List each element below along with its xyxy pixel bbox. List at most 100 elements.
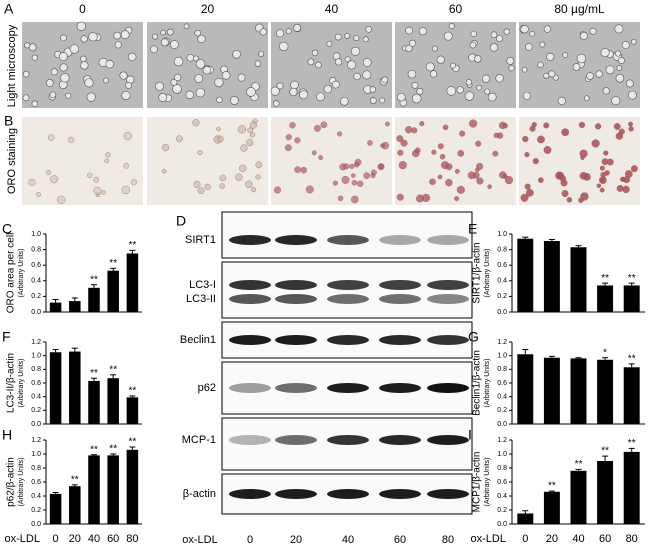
stained-cell	[400, 139, 408, 147]
y-axis-label: LC3-II/β-actin	[6, 353, 17, 413]
bar	[517, 513, 534, 524]
cell	[197, 34, 206, 44]
band	[229, 294, 271, 304]
cell	[436, 55, 445, 64]
y-tick-label: 0.8	[497, 246, 507, 253]
band	[275, 489, 317, 499]
y-tick-label: 0.4	[497, 493, 507, 500]
stained-cell	[343, 163, 350, 170]
stained-cell	[445, 178, 453, 187]
dose-label: 80	[442, 534, 454, 546]
cell	[339, 96, 349, 106]
y-tick-label: 0.2	[31, 407, 41, 414]
cell	[469, 41, 477, 49]
y-tick-label: 1.2	[31, 339, 41, 346]
stained-cell	[320, 121, 328, 129]
stained-cell	[197, 150, 203, 156]
dose-label: 0	[247, 534, 253, 546]
y-tick-label: 0.8	[497, 366, 507, 373]
cell	[216, 96, 223, 103]
cell	[158, 93, 168, 102]
y-tick-label: 1.2	[31, 437, 41, 444]
cell	[503, 28, 510, 35]
band	[229, 335, 271, 345]
stained-cell	[561, 190, 569, 198]
cell	[381, 76, 389, 84]
x-tick-label: 0	[53, 533, 59, 545]
significance: **	[71, 474, 79, 485]
stained-cell	[237, 125, 246, 134]
y-tick-label: 0.6	[31, 380, 41, 387]
panel-letter: A	[4, 1, 14, 17]
stained-cell	[294, 137, 301, 144]
cell	[630, 39, 637, 45]
cell	[408, 39, 417, 47]
stained-cell	[622, 185, 630, 194]
significance: **	[129, 386, 137, 397]
cell	[45, 79, 54, 87]
row-label: ORO staining	[6, 128, 18, 194]
stained-cell	[219, 174, 227, 182]
stained-cell	[456, 185, 465, 194]
y-axis-units: (Arbitrary Units)	[484, 248, 491, 297]
y-tick-label: 1.2	[497, 339, 507, 346]
cell	[214, 77, 224, 88]
y-axis-label: p62/β-actin	[6, 457, 17, 507]
cell	[172, 84, 182, 94]
stained-cell	[416, 194, 424, 203]
stained-cell	[274, 186, 282, 194]
cell	[576, 53, 587, 64]
stained-cell	[300, 166, 308, 174]
panel-letter: C	[2, 221, 12, 237]
stained-cell	[502, 173, 508, 179]
cell	[521, 66, 528, 73]
stained-cell	[591, 139, 600, 148]
y-axis-units: (Arbitrary Units)	[18, 358, 25, 407]
panel-letter: E	[468, 221, 477, 237]
stained-cell	[524, 183, 531, 190]
cell	[24, 42, 31, 49]
dose-label: 60	[449, 2, 463, 16]
cell	[595, 70, 603, 78]
stained-cell	[599, 187, 605, 193]
cell	[548, 70, 556, 78]
significance: **	[109, 364, 117, 375]
dose-label: 40	[325, 2, 339, 16]
y-tick-label: 0.8	[31, 465, 41, 472]
stained-cell	[537, 135, 545, 144]
bar	[597, 359, 614, 424]
stained-cell	[337, 195, 344, 202]
y-tick-label: 0.0	[497, 421, 507, 428]
band	[327, 383, 369, 393]
stained-cell	[235, 173, 243, 181]
stained-cell	[555, 171, 564, 180]
stained-cell	[594, 123, 602, 130]
band	[379, 235, 421, 245]
x-axis-label: ox-LDL	[471, 533, 506, 545]
cell	[194, 74, 204, 83]
dose-label: 20	[201, 2, 215, 16]
cell	[119, 71, 128, 80]
cell	[49, 91, 57, 99]
significance: **	[601, 446, 609, 457]
bar	[623, 285, 640, 312]
y-axis-label: SIRT1/β-actin	[472, 242, 483, 303]
cell	[155, 81, 164, 91]
y-tick-label: 0.4	[31, 493, 41, 500]
cell	[543, 72, 550, 79]
x-tick-label: 20	[546, 533, 558, 545]
band-label: SIRT1	[185, 234, 216, 246]
stained-cell	[476, 177, 484, 185]
cell	[65, 92, 72, 99]
stained-cell	[445, 163, 453, 171]
band	[275, 383, 317, 393]
y-tick-label: 0.4	[497, 278, 507, 285]
cell	[28, 43, 37, 52]
stained-cell	[615, 132, 624, 140]
bar	[107, 455, 119, 524]
cell	[425, 62, 435, 72]
stained-cell	[101, 190, 107, 195]
x-tick-label: 60	[599, 533, 611, 545]
stained-cell	[249, 132, 256, 138]
